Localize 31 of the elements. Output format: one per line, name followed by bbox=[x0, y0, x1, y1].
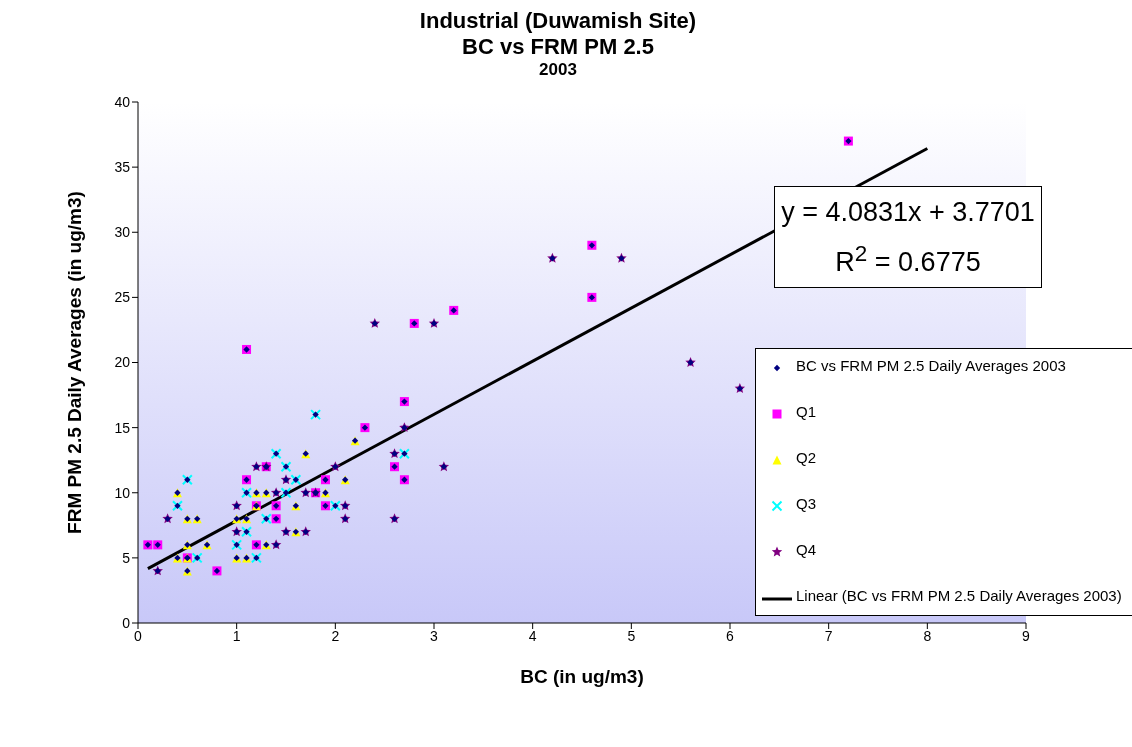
x-tick-label: 7 bbox=[824, 627, 833, 644]
x-tick-label: 3 bbox=[430, 627, 439, 644]
x-tick-label: 8 bbox=[923, 627, 932, 644]
x-tick-label: 5 bbox=[627, 627, 636, 644]
y-tick-label: 40 bbox=[114, 93, 131, 110]
legend-label: BC vs FRM PM 2.5 Daily Averages 2003 bbox=[796, 357, 1066, 374]
chart-title: Industrial (Duwamish Site) bbox=[418, 8, 698, 34]
y-tick-label: 25 bbox=[114, 289, 131, 306]
y-tick-label: 30 bbox=[114, 224, 131, 241]
y-tick-label: 5 bbox=[122, 549, 131, 566]
y-axis-title: FRM PM 2.5 Daily Averages (in ug/m3) bbox=[63, 191, 85, 534]
x-tick-label: 4 bbox=[528, 627, 537, 644]
x-tick-label: 9 bbox=[1022, 627, 1031, 644]
legend-label: Q2 bbox=[796, 449, 817, 466]
x-axis-title: BC (in ug/m3) bbox=[520, 666, 644, 687]
legend-label: Q4 bbox=[796, 541, 817, 558]
y-tick-label: 15 bbox=[114, 419, 131, 436]
y-tick-label: 35 bbox=[114, 159, 131, 176]
legend-label: Linear (BC vs FRM PM 2.5 Daily Averages 2003) bbox=[796, 587, 1122, 604]
annotation: y = 4.0831x + 3.7701 bbox=[780, 196, 1036, 229]
y-tick-label: 0 bbox=[122, 614, 131, 631]
x-tick-label: 2 bbox=[331, 627, 340, 644]
legend-label: Q1 bbox=[796, 403, 817, 420]
chart-subtitle: BC vs FRM PM 2.5 2003 bbox=[461, 34, 655, 80]
annotation: R$^{2}$ = 0.6775 bbox=[834, 240, 982, 279]
legend-label: Q3 bbox=[796, 495, 817, 512]
x-tick-label: 0 bbox=[134, 627, 143, 644]
x-tick-label: 1 bbox=[232, 627, 241, 644]
y-tick-label: 20 bbox=[114, 354, 131, 371]
x-tick-label: 6 bbox=[726, 627, 735, 644]
y-tick-label: 10 bbox=[114, 484, 131, 501]
